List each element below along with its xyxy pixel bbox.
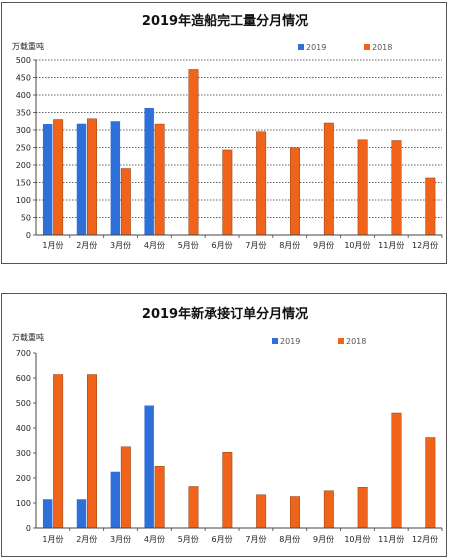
y-tick-label: 450 (16, 74, 31, 83)
x-tick-label: 11月份 (378, 534, 404, 544)
x-tick-label: 8月份 (279, 534, 300, 544)
bar-2018-6 (222, 149, 233, 236)
bar-2018-8 (290, 147, 300, 236)
bar-2018-2 (87, 374, 97, 529)
x-tick-label: 1月份 (42, 534, 63, 544)
bar-2018-10 (357, 139, 368, 236)
y-tick-label: 350 (16, 109, 31, 118)
bar-2018-9 (323, 122, 334, 236)
x-tick-label: 10月份 (344, 534, 370, 544)
chart-title: 2019年新承接订单分月情况 (142, 306, 308, 322)
bar-2018-5 (188, 69, 199, 236)
bar-2019-2 (76, 499, 87, 528)
x-tick-label: 2月份 (76, 240, 97, 250)
legend-swatch-2018 (364, 44, 370, 50)
x-tick-label: 12月份 (412, 534, 438, 544)
y-tick-label: 100 (16, 196, 31, 205)
bar-2018-8 (290, 496, 300, 529)
legend-label-2018: 2018 (372, 43, 392, 52)
bar-2018-7 (256, 494, 267, 529)
orders-chart: 2019年新承接订单分月情况 万载重吨 2019 2018 0 100 200 300… (12, 306, 443, 544)
bar-2018-4 (154, 466, 165, 529)
y-tick-label: 400 (16, 424, 31, 433)
y-tick-label: 250 (16, 144, 31, 153)
bar-2019-3 (110, 121, 121, 235)
bar-2018-11 (391, 412, 402, 529)
y-tick-label: 0 (26, 524, 31, 533)
y-tick-label: 50 (21, 214, 31, 223)
y-tick-label: 700 (16, 349, 31, 358)
bar-2018-12 (425, 437, 436, 529)
bar-2018-6 (222, 452, 233, 529)
legend-swatch-2018 (338, 338, 344, 344)
chart-panel-orders: 2019年新承接订单分月情况 万载重吨 2019 2018 0 100 200 300… (1, 293, 447, 557)
x-tick-label: 8月份 (279, 240, 300, 250)
bar-2018-10 (357, 487, 368, 529)
bar-2018-2 (87, 118, 97, 236)
legend-label-2018: 2018 (346, 337, 366, 346)
bar-2019-3 (110, 471, 121, 528)
y-tick-label: 100 (16, 499, 31, 508)
bar-2018-12 (425, 177, 436, 236)
completion-chart: 2019年造船完工量分月情况 万载重吨 2019 2018 0 50 100 150 2… (12, 13, 443, 250)
bar-2018-1 (53, 119, 64, 236)
legend-label-2019: 2019 (306, 43, 326, 52)
legend-swatch-2019 (272, 338, 278, 344)
bar-2018-3 (120, 446, 131, 529)
bar-2019-4 (144, 405, 154, 528)
bar-2018-3 (120, 168, 131, 236)
chart-title: 2019年造船完工量分月情况 (142, 13, 308, 29)
x-tick-label: 6月份 (212, 240, 233, 250)
bar-2018-5 (188, 486, 199, 529)
y-tick-label: 400 (16, 91, 31, 100)
bar-2018-9 (323, 490, 334, 529)
x-tick-label: 5月份 (178, 534, 199, 544)
x-tick-label: 4月份 (144, 240, 165, 250)
bar-2018-1 (53, 374, 64, 529)
y-axis-unit: 万载重吨 (12, 41, 44, 51)
x-tick-label: 3月份 (110, 240, 131, 250)
bar-2019-1 (42, 124, 53, 235)
legend-label-2019: 2019 (280, 337, 300, 346)
legend-swatch-2019 (298, 44, 304, 50)
x-tick-label: 12月份 (412, 240, 438, 250)
x-tick-label: 7月份 (245, 534, 266, 544)
x-tick-label: 2月份 (76, 534, 97, 544)
bar-2019-2 (76, 123, 87, 235)
y-tick-label: 200 (16, 161, 31, 170)
bar-2018-4 (154, 123, 165, 236)
chart-panel-completion: 2019年造船完工量分月情况 万载重吨 2019 2018 0 50 100 150 2… (1, 2, 447, 264)
bar-2018-7 (256, 131, 267, 236)
y-tick-label: 300 (16, 449, 31, 458)
y-tick-label: 300 (16, 126, 31, 135)
y-tick-label: 500 (16, 56, 31, 65)
x-tick-label: 4月份 (144, 534, 165, 544)
y-tick-label: 150 (16, 179, 31, 188)
x-tick-label: 6月份 (212, 534, 233, 544)
x-tick-label: 11月份 (378, 240, 404, 250)
y-tick-label: 600 (16, 374, 31, 383)
x-tick-label: 1月份 (42, 240, 63, 250)
bar-2018-11 (391, 140, 402, 236)
y-tick-label: 0 (26, 231, 31, 240)
x-tick-label: 9月份 (313, 534, 334, 544)
x-tick-label: 3月份 (110, 534, 131, 544)
x-tick-label: 10月份 (344, 240, 370, 250)
x-tick-label: 7月份 (245, 240, 266, 250)
x-tick-label: 9月份 (313, 240, 334, 250)
y-tick-label: 200 (16, 474, 31, 483)
bar-2019-1 (42, 499, 53, 528)
y-axis-unit: 万载重吨 (12, 332, 44, 342)
x-tick-label: 5月份 (178, 240, 199, 250)
bar-2019-4 (144, 107, 154, 235)
y-tick-label: 500 (16, 399, 31, 408)
